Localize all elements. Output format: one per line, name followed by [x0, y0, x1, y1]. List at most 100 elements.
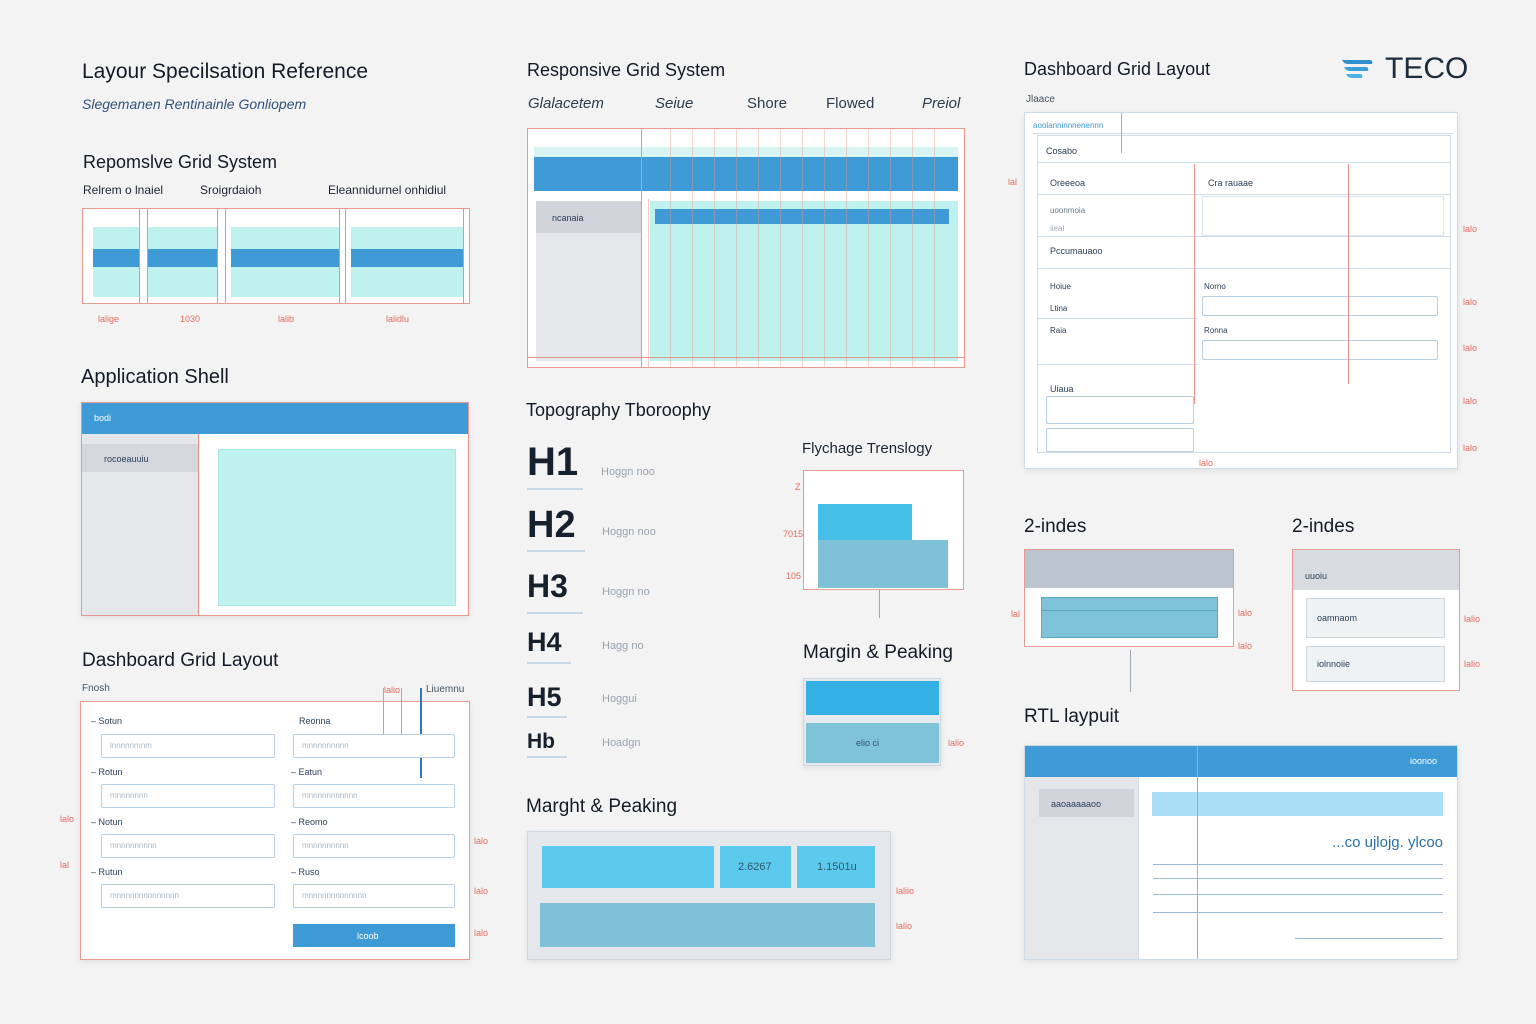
app-shell-panel: bodi rocoeauuiu lmnu	[81, 402, 469, 616]
row-label: Cosabo	[1046, 146, 1078, 156]
field-label: – Notun	[91, 817, 123, 827]
page-subtitle: Slegemanen Rentinainle Gonliopem	[82, 96, 307, 112]
heading-h6: Hb	[527, 730, 555, 753]
margin2-cell	[542, 846, 714, 888]
text-field[interactable]	[1202, 340, 1438, 360]
red-measure: lalio	[896, 921, 913, 931]
app-shell-sidebar: rocoeauuiu	[82, 434, 198, 615]
heading-sample: Hagg no	[602, 640, 644, 652]
flychange-panel	[803, 470, 964, 590]
field-label: – Sotun	[91, 716, 123, 726]
submit-button-label: lcoob	[357, 931, 379, 941]
red-measure: lalo	[1238, 641, 1253, 651]
grid-bar	[231, 249, 339, 267]
row-label: uoonmoia	[1050, 206, 1086, 215]
red-measure: lalio	[948, 738, 965, 748]
red-measure: laliio	[896, 886, 915, 896]
grid-label-3: Eleannidurnel onhidiul	[328, 183, 447, 197]
row-label: Raia	[1050, 326, 1067, 335]
red-measure: lalo	[474, 928, 489, 938]
indes-a-title: 2-indes	[1024, 516, 1087, 537]
rtl-sidebar-label: aaoaaaaaoo	[1051, 799, 1102, 809]
red-measure: 105	[786, 571, 802, 581]
tab-5[interactable]: Preiol	[922, 95, 961, 112]
text-field[interactable]: mnnnnnnnnnnnnnn	[101, 884, 275, 908]
tab-2[interactable]: Seiue	[655, 95, 694, 112]
red-measure: Z	[795, 482, 801, 492]
grid-header-bar	[534, 157, 958, 191]
grid-content	[650, 201, 958, 361]
teco-logo-icon	[1340, 56, 1374, 82]
connector-line	[879, 590, 880, 618]
column-head: Cra rauaae	[1208, 178, 1254, 188]
field-label: – Rutun	[91, 867, 123, 877]
padding-label: elio ci	[856, 738, 880, 748]
submit-button[interactable]: lcoob	[293, 924, 455, 947]
sidebar-item[interactable]: rocoeauuiu	[82, 444, 198, 472]
grid-sidebar-item[interactable]: ncanaia	[536, 201, 642, 233]
rtl-panel: ioonoo aaoaaaaaoo ...co ujlojg. ylcoo	[1024, 745, 1458, 960]
text-field[interactable]: mnnnnnnnnn	[293, 734, 455, 758]
red-measure: lalo	[474, 836, 489, 846]
indes-b-item[interactable]: iolnnoiie	[1306, 646, 1445, 682]
red-measure: lal	[1011, 609, 1021, 619]
row-label: Ltina	[1050, 304, 1068, 313]
indes-b-item-label: iolnnoiie	[1317, 659, 1351, 669]
text-field[interactable]: lnnnnnmnm	[101, 734, 275, 758]
row-label: Hoiue	[1050, 282, 1071, 291]
text-field[interactable]	[1202, 296, 1438, 316]
row-label: Pccumauaoo	[1050, 246, 1103, 256]
red-measure: lalo	[1199, 458, 1214, 468]
dashboard2-cell	[1202, 196, 1444, 236]
flychange-title: Flychage Trenslogy	[802, 440, 933, 457]
tab-1[interactable]: Glalacetem	[528, 95, 604, 112]
heading-h5: H5	[527, 682, 562, 712]
row-label: Oreeeoa	[1050, 178, 1086, 188]
text-field[interactable]: mnnnnnnnnn	[101, 834, 275, 858]
indes-b-item[interactable]: oamnaom	[1306, 598, 1445, 638]
margin-block	[806, 681, 939, 715]
text-field[interactable]: mnnnnnnnnnnnnn	[293, 884, 455, 908]
text-field[interactable]: mnnnnnnn	[101, 784, 275, 808]
grid-strip	[534, 147, 958, 159]
page-title: Layour Specilsation Reference	[82, 60, 369, 83]
rtl-sidebar: aaoaaaaaoo	[1025, 777, 1138, 959]
rtl-title: RTL laypuit	[1024, 706, 1120, 727]
red-measure: 7015	[783, 529, 804, 539]
red-measure: lalio	[384, 685, 401, 695]
content-area	[218, 449, 456, 606]
red-measure: lalo	[1463, 224, 1478, 234]
text-field[interactable]	[1046, 428, 1194, 452]
dashboard2-inner: Cosabo Oreeeoa Cra rauaae uoonmoia iieal…	[1037, 135, 1451, 453]
responsive-grid-panel: ncanaia	[527, 128, 965, 368]
flychange-block	[818, 540, 948, 588]
heading-sample: Hoggn no	[602, 586, 650, 598]
field-label: Reonna	[299, 716, 331, 726]
red-measure: 1030	[180, 314, 201, 324]
app-shell-title: Application Shell	[81, 366, 229, 388]
heading-sample: Hoadgn	[602, 737, 641, 749]
text-field[interactable]	[1046, 396, 1194, 424]
rtl-search-bar[interactable]	[1152, 792, 1443, 816]
red-measure: lal	[60, 860, 70, 870]
sidebar-item-label: rocoeauuiu	[104, 454, 149, 464]
red-measure: lalo	[1238, 608, 1253, 618]
padding-block: elio ci	[806, 723, 939, 763]
red-measure: lalib	[278, 314, 295, 324]
top-right-label: Liuemnu	[426, 684, 465, 695]
margin2-cell: 2.6267	[720, 846, 791, 888]
grid-system-title: Repomslve Grid System	[83, 152, 278, 172]
indes-b-title: 2-indes	[1292, 516, 1355, 537]
margin2-title: Marght & Peaking	[526, 796, 678, 817]
text-field[interactable]: mnnnnnnnnnnn	[293, 784, 455, 808]
grid-bar	[147, 249, 217, 267]
margin-panel: elio ci	[803, 678, 941, 766]
indes-b-header: uuoiu	[1293, 550, 1459, 590]
field-label: – Reomo	[291, 817, 328, 827]
dashboard2-title: Dashboard Grid Layout	[1024, 59, 1211, 79]
margin2-cell-label: 1.1501u	[817, 861, 857, 873]
text-field[interactable]: mnnnnnnnnn	[293, 834, 455, 858]
tab-4[interactable]: Flowed	[826, 95, 875, 112]
tab-3[interactable]: Shore	[747, 95, 788, 112]
rtl-sidebar-item[interactable]: aaoaaaaaoo	[1039, 789, 1134, 817]
